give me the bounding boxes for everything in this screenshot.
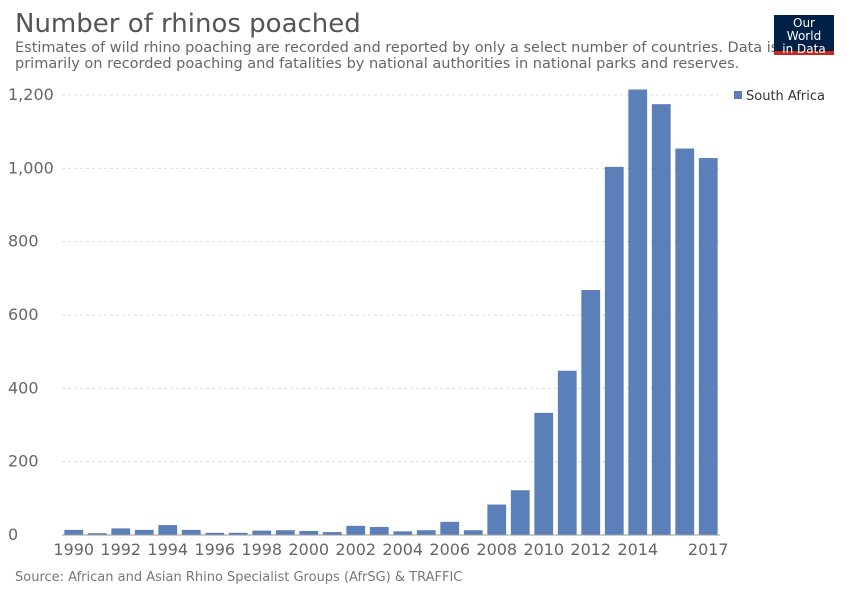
bar-2013[interactable] [604,166,624,535]
logo-line-2: in Data [782,42,826,56]
x-tick-label: 2010 [523,540,564,559]
x-tick-label: 1992 [100,540,141,559]
legend-swatch [734,91,742,99]
bar-2016[interactable] [675,148,695,536]
bar-2003[interactable] [369,526,389,535]
bar-2002[interactable] [346,525,366,535]
x-tick-label: 2012 [570,540,611,559]
y-tick-label: 1,000 [8,158,54,177]
bar-2015[interactable] [651,104,671,536]
bar-2010[interactable] [534,412,554,535]
x-tick-label: 2004 [382,540,423,559]
y-tick-label: 800 [8,232,39,251]
x-tick-label: 2000 [288,540,329,559]
bar-1997[interactable] [228,532,248,535]
y-tick-label: 400 [8,378,39,397]
legend-label[interactable]: South Africa [746,89,825,104]
bar-2005[interactable] [416,530,436,535]
bar-2004[interactable] [393,531,413,535]
bar-2007[interactable] [463,530,483,535]
owid-logo[interactable]: Our World in Data [774,15,834,56]
bar-1991[interactable] [87,533,107,535]
bar-2012[interactable] [581,290,601,535]
x-tick-label: 2002 [335,540,376,559]
bar-1993[interactable] [134,529,154,535]
bar-2000[interactable] [299,530,319,535]
y-tick-label: 1,200 [8,85,54,104]
bar-chart: 0 200 400 600 800 1,000 1,200 1990 1992 1994 1996 1… [8,85,825,559]
bar-2001[interactable] [322,532,342,535]
bar-1995[interactable] [181,529,201,535]
x-tick-label: 2014 [617,540,658,559]
y-tick-label: 600 [8,305,39,324]
bar-2011[interactable] [557,370,577,535]
bar-1992[interactable] [111,528,131,535]
bar-2014[interactable] [628,89,648,536]
bar-1994[interactable] [158,525,178,535]
bar-2009[interactable] [510,490,530,535]
x-tick-label: 2008 [476,540,517,559]
source-note: Source: African and Asian Rhino Speciali… [15,570,463,585]
bar-2017[interactable] [698,158,718,536]
x-tick-label: 1994 [147,540,188,559]
x-tick-label: 1998 [241,540,282,559]
bar-1990[interactable] [64,529,84,535]
x-tick-label: 2006 [429,540,470,559]
y-tick-label: 0 [8,525,18,544]
x-tick-label: 2017 [688,540,729,559]
x-tick-label: 1990 [53,540,94,559]
x-tick-label: 1996 [194,540,235,559]
chart-subtitle: Estimates of wild rhino poaching are rec… [15,40,827,72]
bar-1998[interactable] [252,530,272,535]
chart-title: Number of rhinos poached [15,9,361,39]
bar-2006[interactable] [440,521,460,535]
bar-1999[interactable] [275,530,295,535]
bar-1996[interactable] [205,532,225,535]
y-tick-label: 200 [8,452,39,471]
logo-line-1: Our World [786,16,822,43]
bar-2008[interactable] [487,504,507,535]
